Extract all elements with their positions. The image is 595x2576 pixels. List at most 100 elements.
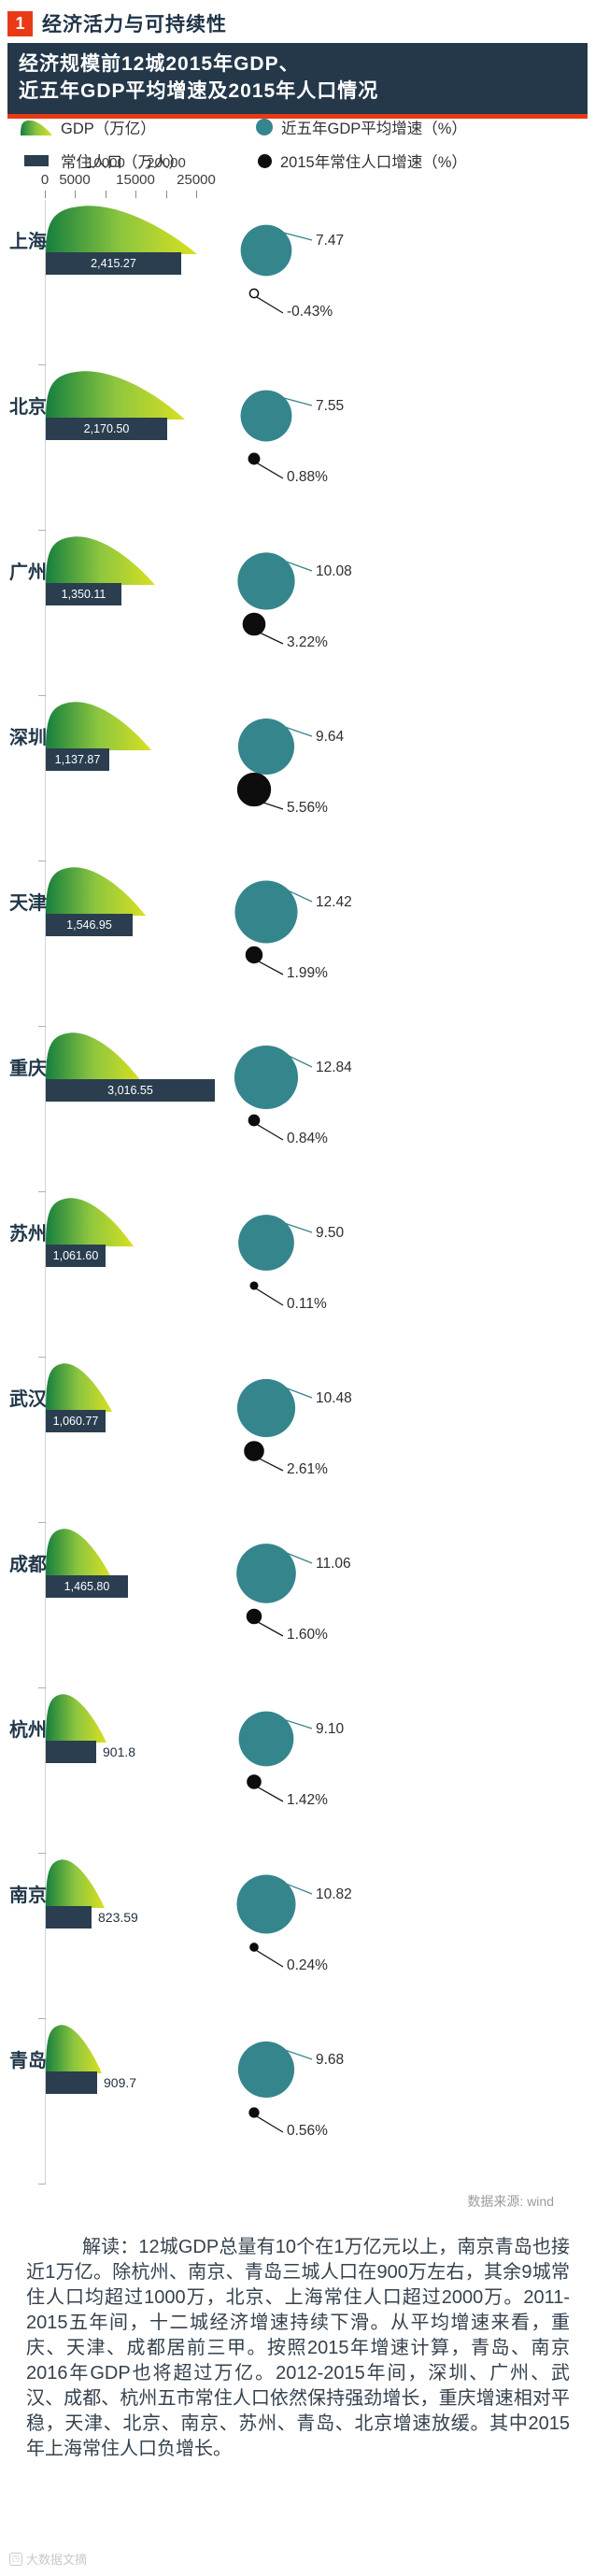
population-value: 909.7 xyxy=(104,2075,137,2090)
city-label: 北京 xyxy=(9,397,47,418)
callout-line xyxy=(255,1949,284,1968)
callout-line xyxy=(284,726,313,737)
gdp-growth-circle xyxy=(237,718,295,776)
legend-item-population-growth: 2015年常住人口增速（%） xyxy=(256,149,587,172)
population-bar: 1,465.80 xyxy=(46,1575,128,1598)
callout-line xyxy=(262,802,284,810)
axis-tick xyxy=(135,191,136,198)
city-row-3: 广州 1,350.11 10.08 3.22% xyxy=(0,531,595,696)
population-value: 1,137.87 xyxy=(54,753,101,766)
gdp-growth-circle xyxy=(236,1544,296,1603)
callout-line xyxy=(259,1458,284,1472)
gdp-leaf-shape xyxy=(46,702,151,750)
chart-title-box: 经济规模前12城2015年GDP、 近五年GDP平均增速及2015年人口情况 xyxy=(7,43,588,119)
population-bar: 1,061.60 xyxy=(46,1245,106,1267)
population-value: 901.8 xyxy=(103,1744,136,1759)
axis-tick-label-15000: 15000 xyxy=(116,172,155,188)
legend-item-gdp: GDP（万亿） xyxy=(21,116,256,138)
watermark: ◳ 大数据文摘 xyxy=(9,2550,87,2568)
population-value: 2,170.50 xyxy=(83,422,130,435)
population-growth-value: 0.24% xyxy=(287,1957,328,1973)
callout-line xyxy=(257,1621,284,1637)
gdp-growth-circle xyxy=(234,1045,299,1110)
city-label: 武汉 xyxy=(9,1389,47,1410)
gdp-growth-value: 12.84 xyxy=(316,1060,352,1075)
axis-tick-label-0: 0 xyxy=(40,172,50,188)
population-growth-circle xyxy=(246,1608,262,1625)
gdp-leaf xyxy=(46,1529,111,1577)
axis-tick xyxy=(166,191,167,198)
gdp-leaf xyxy=(46,1032,141,1081)
callout-line xyxy=(258,961,284,975)
callout-line xyxy=(284,2049,313,2060)
analysis-text: 解读：12城GDP总量有10个在1万亿元以上，南京青岛也接近1万亿。除杭州、南京… xyxy=(26,2237,570,2459)
population-growth-value: 1.42% xyxy=(287,1792,328,1808)
gdp-growth-value: 9.50 xyxy=(316,1225,345,1241)
callout-line xyxy=(282,397,313,406)
population-bar: 1,546.95 xyxy=(46,914,133,936)
axis-tick-label-5000: 5000 xyxy=(59,172,91,188)
callout-line xyxy=(286,889,313,903)
city-row-1: 上海 2,415.27 7.47 -0.43% xyxy=(0,200,595,365)
city-row-8: 武汉 1,060.77 10.48 2.61% xyxy=(0,1358,595,1523)
gdp-growth-value: 11.06 xyxy=(316,1556,351,1572)
population-value: 1,060.77 xyxy=(52,1415,99,1428)
callout-line xyxy=(285,1387,313,1399)
city-row-9: 成都 1,465.80 11.06 1.60% xyxy=(0,1523,595,1688)
gdp-growth-circle xyxy=(236,1874,296,1934)
growth-markers xyxy=(234,880,313,975)
gdp-growth-value: 10.82 xyxy=(316,1886,352,1902)
callout-line xyxy=(287,1054,313,1068)
population-growth-value: 1.99% xyxy=(287,965,328,981)
callout-line xyxy=(256,463,284,479)
growth-markers xyxy=(240,224,313,314)
population-growth-value: 1.60% xyxy=(287,1627,328,1643)
growth-markers xyxy=(236,1874,313,1968)
axis-spine xyxy=(45,200,46,2185)
axis-tick xyxy=(45,191,46,198)
gdp-leaf-shape xyxy=(46,1032,141,1081)
section-title: 经济活力与可持续性 xyxy=(42,14,227,36)
axis-tick-label-20000: 20000 xyxy=(147,155,186,171)
gdp-growth-value: 12.42 xyxy=(316,894,352,910)
population-growth-circle xyxy=(247,1774,262,1789)
city-label: 广州 xyxy=(9,562,47,583)
city-row-7: 苏州 1,061.60 9.50 0.11% xyxy=(0,1192,595,1358)
population-growth-circle xyxy=(236,772,272,807)
gdp-growth-circle-icon xyxy=(256,119,273,135)
population-growth-circle xyxy=(244,1441,264,1461)
gdp-growth-circle xyxy=(238,1215,294,1271)
gdp-leaf-icon xyxy=(21,120,52,135)
growth-markers xyxy=(236,718,313,810)
gdp-leaf-shape xyxy=(46,1529,111,1577)
growth-markers xyxy=(240,390,313,479)
gdp-leaf-shape xyxy=(46,867,146,916)
city-row-10: 杭州 901.8 9.10 1.42% xyxy=(0,1688,595,1854)
callout-line xyxy=(285,1552,313,1564)
chart-title-line1: 经济规模前12城2015年GDP、 xyxy=(19,53,300,75)
population-bar: 3,016.55 xyxy=(46,1079,215,1102)
population-growth-value: 0.88% xyxy=(287,469,328,485)
population-growth-value: 2.61% xyxy=(287,1461,328,1477)
city-label: 青岛 xyxy=(9,2051,47,2071)
callout-line xyxy=(257,1786,284,1802)
population-bar-icon xyxy=(24,155,49,166)
gdp-growth-circle xyxy=(237,2041,295,2099)
population-growth-value: 0.84% xyxy=(287,1131,328,1146)
callout-line xyxy=(260,632,284,645)
gdp-growth-value: 10.08 xyxy=(316,563,352,579)
gdp-leaf-shape xyxy=(46,536,155,585)
section-header: 1 经济活力与可持续性 xyxy=(7,9,227,37)
gdp-growth-value: 7.47 xyxy=(316,233,345,249)
gdp-leaf-shape xyxy=(46,1363,112,1412)
gdp-leaf-shape xyxy=(46,1198,134,1246)
watermark-logo-icon: ◳ xyxy=(9,2552,22,2566)
population-bar: 1,137.87 xyxy=(46,748,109,771)
population-bar: 2,170.50 xyxy=(46,418,167,440)
population-growth-circle xyxy=(245,946,263,964)
population-growth-circle xyxy=(249,1281,259,1290)
population-value: 1,350.11 xyxy=(61,588,106,601)
city-label: 上海 xyxy=(9,232,47,252)
population-growth-value: 5.56% xyxy=(287,800,328,816)
gdp-leaf-shape xyxy=(46,371,185,420)
